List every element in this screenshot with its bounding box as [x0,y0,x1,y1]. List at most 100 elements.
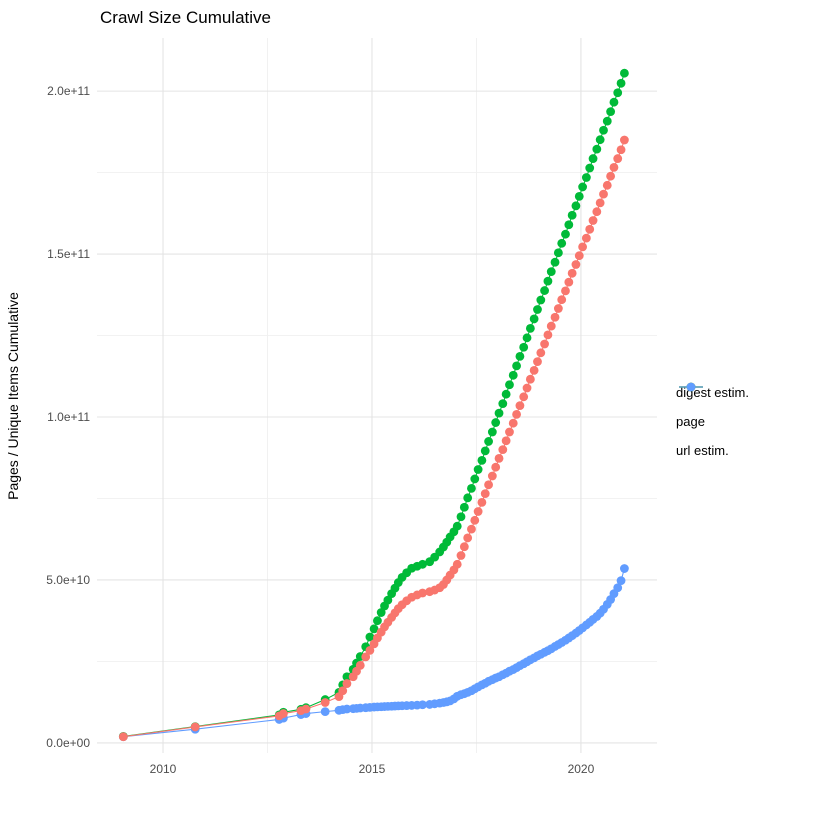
series-point-page [525,323,535,333]
x-tick-label: 2010 [149,762,177,776]
series-point-page [467,483,476,493]
series-point-digest-estim- [616,145,626,155]
series-point-digest-estim- [484,480,493,490]
series-point-digest-estim- [494,453,504,463]
legend: digest estim. page url estim. [676,378,749,465]
legend-key-icon [679,382,703,392]
series-point-digest-estim- [519,392,529,402]
series-point-page [557,238,567,248]
series-point-digest-estim- [459,542,469,552]
series-point-digest-estim- [543,330,553,340]
series-point-page [418,559,427,569]
series-point-digest-estim- [606,171,616,181]
chart-title: Crawl Size Cumulative [100,8,271,27]
series-point-digest-estim- [118,732,128,742]
series-point-digest-estim- [361,652,371,662]
series-point-digest-estim- [342,679,352,688]
series-point-digest-estim- [480,489,490,498]
series-point-digest-estim- [355,660,365,670]
series-point-digest-estim- [550,312,560,322]
series-point-page [616,78,626,88]
series-point-page [456,512,466,522]
series-point-page [494,408,504,418]
series-point-url-estim- [613,583,623,593]
series-point-digest-estim- [463,533,473,543]
series-point-page [592,144,602,154]
series-point-page [553,248,563,258]
series-point-digest-estim- [512,410,521,419]
series-point-page [599,125,608,135]
series-point-digest-estim- [540,339,549,349]
series-point-digest-estim- [505,427,514,437]
series-point-page [519,342,529,352]
series-point-page [463,493,473,503]
legend-item: url estim. [676,382,749,465]
series-point-page [606,107,616,117]
x-tick-label: 2020 [567,762,595,776]
series-point-page [533,305,542,314]
series-point-page [477,455,487,465]
series-point-digest-estim- [456,551,466,560]
series-point-digest-estim- [533,357,542,367]
series-point-digest-estim- [452,559,462,569]
series-point-page [480,446,490,456]
series-point-digest-estim- [301,704,311,714]
series-point-page [620,68,629,78]
series-point-digest-estim- [477,497,487,507]
series-point-digest-estim- [515,401,525,411]
series-point-digest-estim- [581,233,591,243]
series-point-digest-estim- [473,507,483,516]
series-point-page [512,361,521,371]
series-point-digest-estim- [529,366,539,375]
series-point-url-estim- [620,564,629,573]
series-point-digest-estim- [338,686,348,696]
y-tick-label: 1.5e+11 [47,247,90,262]
series-point-digest-estim- [578,242,588,252]
series-point-page [595,135,605,145]
series-point-page [561,229,570,239]
series-point-page [602,116,612,126]
series-point-url-estim- [342,704,352,714]
series-point-page [567,210,577,220]
series-point-digest-estim- [467,524,476,534]
series-point-page [574,191,584,201]
series-point-page [588,154,598,163]
series-point-digest-estim- [546,321,556,331]
series-point-digest-estim- [613,154,623,163]
series-point-digest-estim- [278,709,288,718]
series-point-digest-estim- [567,268,577,278]
series-point-page [452,521,462,531]
y-axis-title: Pages / Unique Items Cumulative [5,292,21,500]
series-point-digest-estim- [501,436,511,446]
series-point-page [613,88,623,98]
series-point-page [470,474,480,484]
series-point-page [543,276,553,286]
series-point-page [550,257,560,267]
legend-label: url estim. [676,443,729,458]
y-tick-label: 0.0e+00 [46,735,90,750]
series-point-page [501,389,511,399]
series-point-page [383,595,393,605]
series-point-digest-estim- [320,698,330,707]
series-point-page [498,399,508,409]
series-point-digest-estim- [609,162,619,172]
series-point-digest-estim- [602,180,612,190]
series-point-page [505,380,514,390]
series-point-digest-estim- [365,645,375,655]
series-point-digest-estim- [585,224,595,234]
series-point-digest-estim- [487,471,497,481]
series-point-digest-estim- [498,445,508,454]
series-point-digest-estim- [491,462,501,472]
series-point-page [581,173,591,182]
series-point-digest-estim- [190,722,200,732]
series-point-page [585,163,595,173]
series-point-digest-estim- [588,216,598,225]
legend-key-dot [686,382,696,392]
legend-item: page [676,382,749,436]
series-point-page [578,182,588,192]
x-tick-label: 2015 [358,762,386,776]
series-point-digest-estim- [599,189,608,199]
series-point-page [373,616,382,626]
series-point-page [369,624,379,634]
